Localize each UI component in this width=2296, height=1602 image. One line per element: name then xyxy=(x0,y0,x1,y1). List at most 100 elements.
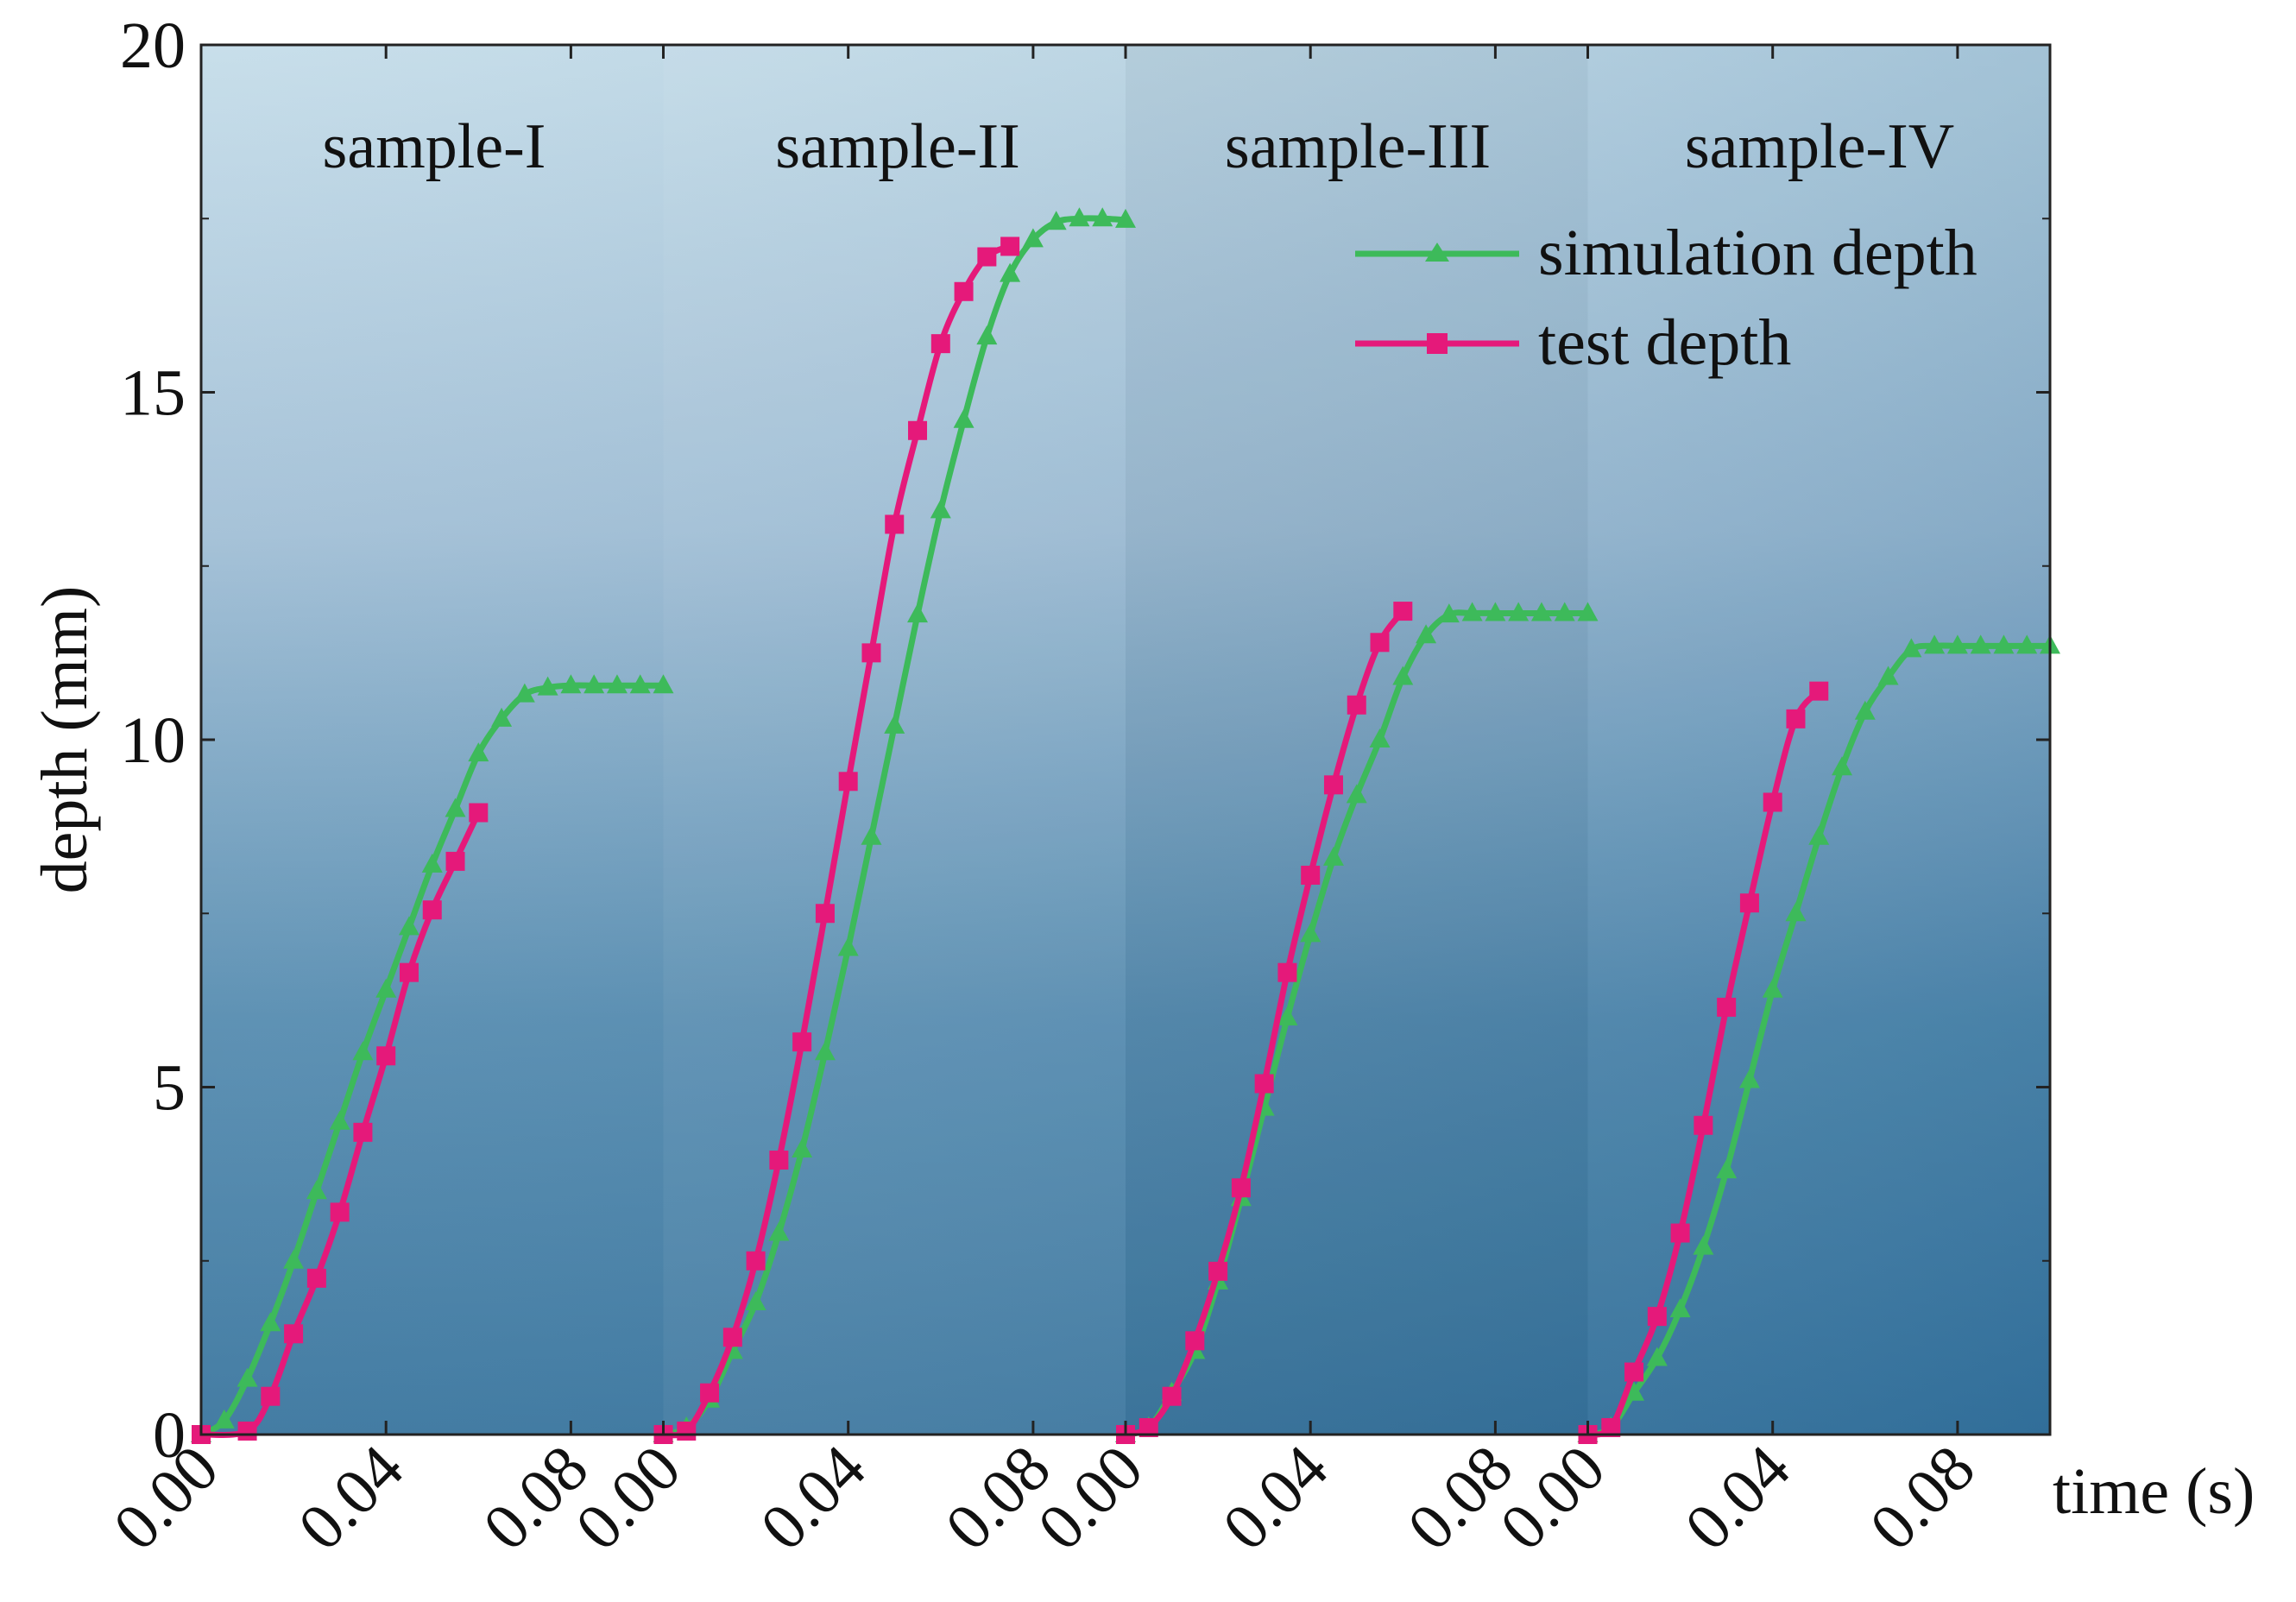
simulation-point xyxy=(1854,700,1876,720)
test-point xyxy=(861,643,881,663)
simulation-point xyxy=(1877,665,1899,685)
simulation-point xyxy=(1416,624,1437,644)
legend-label-simulation: simulation depth xyxy=(1538,217,1977,289)
simulation-point xyxy=(1369,728,1391,747)
x-tick-label: 0.04 xyxy=(747,1432,879,1564)
simulation-point xyxy=(792,1138,813,1157)
simulation-point xyxy=(1300,923,1321,943)
test-point xyxy=(1277,962,1297,982)
test-point xyxy=(769,1151,789,1170)
simulation-point xyxy=(1392,665,1414,685)
simulation-point xyxy=(1901,638,1922,658)
y-axis-title: depth (mm) xyxy=(28,586,101,894)
simulation-point xyxy=(1045,211,1067,230)
simulation-point xyxy=(930,499,951,519)
legend: simulation depth test depth xyxy=(1355,217,1977,379)
simulation-point xyxy=(213,1409,235,1429)
test-point xyxy=(1763,792,1782,812)
simulation-point xyxy=(976,325,998,345)
y-tick-label: 10 xyxy=(120,704,186,777)
simulation-point xyxy=(814,1041,836,1061)
simulation-point xyxy=(1716,1159,1738,1179)
test-point xyxy=(677,1421,697,1441)
y-tick-label: 0 xyxy=(153,1399,186,1472)
x-tick-label: 0.00 xyxy=(1025,1432,1157,1564)
test-point xyxy=(792,1032,812,1052)
chart-marks xyxy=(191,207,2060,1444)
test-point xyxy=(330,1202,350,1222)
simulation-point xyxy=(1924,634,1946,654)
x-tick-label: 0.08 xyxy=(1856,1432,1988,1564)
simulation-point xyxy=(1000,262,1021,282)
simulation-point xyxy=(2016,634,2038,654)
simulation-point xyxy=(1993,634,2015,654)
simulation-point xyxy=(861,825,882,845)
simulation-point xyxy=(1832,756,1853,776)
simulation-point xyxy=(1693,1235,1714,1255)
simulation-point xyxy=(329,1110,350,1130)
test-point xyxy=(1393,602,1413,621)
simulation-point xyxy=(352,1041,374,1061)
simulation-point xyxy=(629,674,651,694)
x-axis-title: time (s) xyxy=(2053,1455,2255,1528)
test-point xyxy=(908,420,928,440)
legend-marker-test xyxy=(1427,333,1448,354)
simulation-point xyxy=(653,674,674,694)
test-point xyxy=(237,1421,257,1441)
simulation-point xyxy=(907,603,929,623)
test-point xyxy=(1809,681,1829,701)
y-axis: 0 5 10 15 20 xyxy=(120,9,2050,1472)
test-point xyxy=(1162,1386,1182,1406)
test-point xyxy=(1624,1362,1644,1382)
simulation-point xyxy=(745,1291,766,1311)
x-tick-label: 0.00 xyxy=(1486,1432,1618,1564)
simulation-point xyxy=(1092,207,1113,227)
test-point xyxy=(1231,1178,1251,1198)
simulation-point xyxy=(260,1312,281,1332)
x-tick-label: 0.04 xyxy=(285,1432,417,1564)
test-point xyxy=(399,962,419,982)
test-point xyxy=(376,1046,396,1066)
test-point xyxy=(1000,237,1020,256)
simulation-point xyxy=(1069,207,1090,227)
simulation-point xyxy=(1346,784,1367,804)
test-point xyxy=(954,281,974,301)
simulation-point xyxy=(514,683,535,703)
test-point xyxy=(422,900,442,920)
simulation-point xyxy=(398,916,419,936)
simulation-point xyxy=(1738,1069,1760,1088)
simulation-point xyxy=(237,1367,258,1387)
test-point xyxy=(746,1251,766,1271)
test-point xyxy=(838,772,858,792)
y-tick-label: 20 xyxy=(120,9,186,82)
simulation-point xyxy=(468,742,489,762)
simulation-point xyxy=(375,978,397,998)
simulation-point xyxy=(1554,602,1575,621)
simulation-point xyxy=(560,674,582,694)
plot-area-shade xyxy=(201,45,2050,1435)
test-point xyxy=(1254,1074,1274,1094)
simulation-point xyxy=(1946,634,1968,654)
panel-title-sample-1: sample-I xyxy=(323,111,546,182)
plot-background xyxy=(201,45,2050,1435)
x-tick-label: 0.00 xyxy=(100,1432,232,1564)
simulation-point xyxy=(306,1180,327,1200)
simulation-point xyxy=(768,1221,790,1241)
legend-marker-simulation xyxy=(1425,243,1449,262)
test-point xyxy=(1739,893,1759,913)
simulation-point xyxy=(1461,602,1483,621)
simulation-point xyxy=(1438,603,1460,623)
x-tick-label: 0.00 xyxy=(562,1432,694,1564)
simulation-point xyxy=(1277,1006,1298,1025)
test-point xyxy=(1208,1261,1228,1281)
simulation-point xyxy=(1508,602,1530,621)
simulation-point xyxy=(1577,602,1599,621)
simulation-point xyxy=(491,707,513,727)
test-point xyxy=(977,247,997,267)
simulation-point xyxy=(1530,602,1552,621)
test-point xyxy=(353,1122,373,1142)
simulation-point xyxy=(1762,978,1783,998)
test-point xyxy=(700,1383,720,1403)
test-point xyxy=(445,851,465,871)
